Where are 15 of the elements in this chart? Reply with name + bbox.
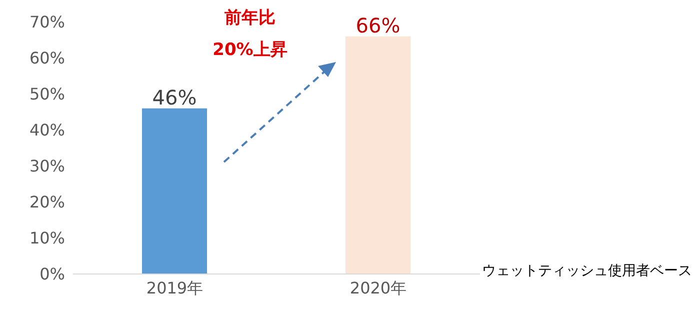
y-tick-label: 0%	[40, 264, 65, 284]
y-tick-label: 10%	[29, 228, 65, 248]
y-tick-label: 60%	[29, 48, 65, 68]
annotation: 前年比	[224, 7, 276, 29]
y-tick-label: 20%	[29, 192, 65, 212]
data-label: 66%	[356, 13, 400, 38]
data-label: 46%	[152, 85, 197, 110]
y-tick-label: 30%	[29, 156, 65, 176]
annotation: 20%上昇	[212, 39, 288, 61]
text: ウェットティッシュ使用者ベース	[481, 262, 692, 280]
y-tick-label: 50%	[29, 84, 65, 104]
x-tick-label: 2020年	[350, 278, 407, 298]
y-tick-label: 70%	[29, 12, 65, 32]
x-tick-label: 2019年	[146, 278, 204, 298]
y-tick-label: 40%	[29, 120, 65, 140]
